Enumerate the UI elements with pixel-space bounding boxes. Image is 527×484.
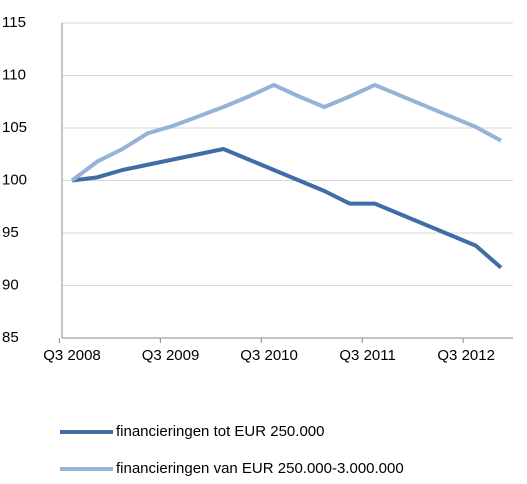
- x-tick-label: Q3 2009: [142, 347, 200, 364]
- x-tick-label: Q3 2008: [43, 347, 101, 364]
- x-tick-label: Q3 2011: [339, 347, 395, 364]
- y-tick-label: 105: [2, 119, 27, 136]
- y-tick-label: 110: [2, 66, 26, 83]
- legend-label: financieringen tot EUR 250.000: [116, 423, 324, 440]
- series-line: [71, 147, 503, 270]
- y-tick-label: 95: [2, 224, 19, 241]
- y-tick-label: 115: [2, 14, 26, 31]
- legend-label: financieringen van EUR 250.000-3.000.000: [116, 460, 404, 477]
- y-tick-label: 90: [2, 276, 19, 293]
- x-tick-label: Q3 2012: [437, 347, 495, 364]
- series-line: [70, 82, 502, 183]
- y-tick-label: 85: [2, 329, 19, 346]
- x-tick-label: Q3 2010: [240, 347, 298, 364]
- y-tick-label: 100: [2, 171, 27, 188]
